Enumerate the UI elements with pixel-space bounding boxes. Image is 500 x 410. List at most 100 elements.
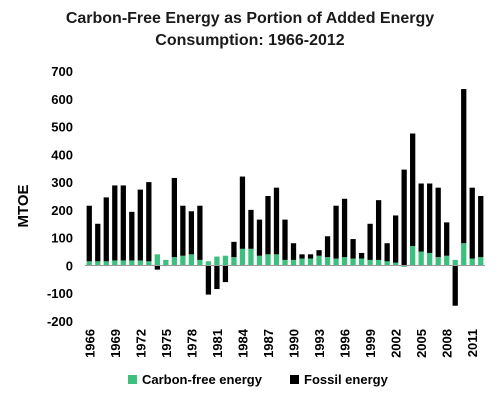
bar-carbon-free (95, 261, 101, 266)
bar-fossil (401, 169, 407, 266)
y-tick-label: 400 (51, 147, 73, 162)
x-tick-label: 2002 (389, 329, 404, 358)
bar-carbon-free (214, 256, 220, 266)
y-tick-label: 200 (51, 203, 73, 218)
bar-fossil (444, 222, 450, 256)
bar-fossil (188, 211, 195, 255)
bar-fossil (324, 236, 331, 258)
x-tick-label: 1981 (210, 329, 225, 358)
x-tick-label: 1999 (363, 329, 378, 358)
bar-carbon-free (375, 259, 382, 266)
bar-carbon-free (316, 255, 322, 266)
bar-fossil (350, 239, 356, 259)
bar-fossil (86, 205, 92, 262)
bar-fossil (375, 200, 382, 260)
bar-carbon-free (444, 255, 450, 266)
bar-carbon-free (180, 255, 186, 266)
x-tick-label: 2011 (465, 329, 480, 357)
legend-label-carbon-free: Carbon-free energy (142, 372, 263, 387)
legend-swatch-carbon-free (128, 375, 137, 384)
bar-fossil (197, 205, 203, 260)
bar-carbon-free (273, 254, 280, 266)
y-tick-label: 600 (51, 92, 73, 107)
x-tick-label: 1984 (235, 328, 250, 358)
bar-carbon-free (307, 258, 314, 266)
bar-fossil (222, 265, 229, 283)
bar-fossil (154, 265, 160, 270)
bar-fossil (256, 219, 263, 256)
x-tick-label: 1972 (133, 329, 148, 358)
bar-carbon-free (427, 252, 433, 266)
bar-fossil (290, 243, 297, 260)
bar-fossil (248, 209, 254, 249)
bar-fossil (231, 241, 237, 258)
bar-carbon-free (435, 257, 441, 266)
y-tick-label: -100 (47, 286, 73, 301)
bar-fossil (452, 265, 458, 306)
bar-carbon-free (452, 259, 458, 266)
bar-fossil (333, 205, 339, 259)
bar-carbon-free (129, 260, 135, 266)
bar-carbon-free (469, 258, 475, 266)
bar-fossil (469, 187, 475, 259)
x-tick-label: 1969 (108, 329, 123, 358)
bar-fossil (112, 185, 118, 261)
bars (86, 89, 484, 306)
x-axis-ticks: 1966 1969 1972 1975 1978 1981 1984 1987 1990 1993… (82, 328, 480, 358)
bar-carbon-free (290, 259, 297, 266)
bar-fossil (461, 89, 467, 244)
bar-carbon-free (103, 261, 109, 266)
bar-carbon-free (350, 258, 356, 266)
bar-fossil (205, 265, 212, 295)
bar-carbon-free (401, 265, 407, 267)
bar-carbon-free (393, 262, 399, 266)
bar-fossil (478, 196, 484, 258)
bar-fossil (393, 215, 399, 263)
bar-carbon-free (358, 258, 365, 266)
bar-carbon-free (299, 258, 305, 266)
bar-carbon-free (154, 254, 160, 266)
bar-fossil (282, 219, 288, 260)
bar-carbon-free (410, 246, 416, 266)
y-axis-ticks: -200 -100 0 100 200 300 400 500 600 700 (47, 64, 73, 329)
bar-fossil (358, 252, 365, 259)
bar-fossil (180, 205, 186, 256)
bar-carbon-free (248, 248, 254, 266)
x-tick-label: 1975 (159, 329, 174, 358)
x-tick-label: 2008 (440, 329, 455, 358)
bar-carbon-free (341, 257, 348, 266)
bar-fossil (341, 198, 348, 258)
x-tick-label: 1990 (287, 329, 302, 358)
chart-title-line2: Consumption: 1966-2012 (155, 32, 345, 49)
bar-fossil (307, 254, 314, 259)
x-tick-label: 1993 (312, 329, 327, 358)
bar-fossil (120, 185, 126, 261)
bar-carbon-free (461, 243, 467, 266)
bar-carbon-free (205, 261, 212, 266)
x-tick-label: 1978 (184, 329, 199, 358)
bar-fossil (239, 176, 246, 249)
bar-fossil (410, 133, 416, 246)
bar-fossil (171, 177, 177, 258)
bar-fossil (299, 254, 305, 259)
bar-fossil (427, 183, 433, 253)
bar-carbon-free (222, 255, 229, 266)
x-tick-label: 2005 (414, 329, 429, 358)
bar-fossil (367, 223, 373, 260)
y-tick-label: 100 (51, 231, 73, 246)
y-axis-label: MTOE (15, 184, 32, 227)
bar-carbon-free (333, 258, 339, 266)
bar-carbon-free (171, 257, 177, 266)
bar-carbon-free (120, 260, 126, 266)
bar-fossil (95, 223, 101, 262)
bar-carbon-free (367, 259, 373, 266)
bar-carbon-free (384, 261, 390, 266)
bar-carbon-free (265, 254, 271, 266)
bar-carbon-free (239, 248, 246, 266)
legend-label-fossil: Fossil energy (304, 372, 389, 387)
bar-fossil (137, 189, 143, 261)
bar-carbon-free (163, 259, 169, 266)
bar-fossil (435, 187, 441, 258)
